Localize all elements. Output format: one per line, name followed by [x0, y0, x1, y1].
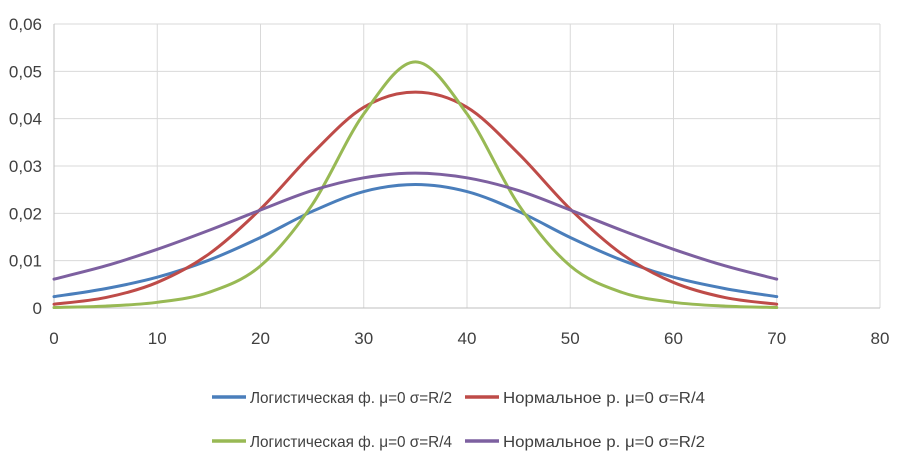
series-line-4: [52, 171, 779, 281]
grid-lines: [54, 23, 881, 308]
legend: Логистическая ф. μ=0 σ=R/2 Нормальное р. …: [212, 390, 705, 451]
series-layer: [52, 60, 779, 310]
x-tick-label: 20: [251, 329, 270, 348]
y-tick-label: 0,01: [9, 252, 42, 271]
legend-label-3: Логистическая ф. μ=0 σ=R/4: [250, 434, 452, 451]
x-tick-label: 50: [561, 329, 580, 348]
y-tick-label: 0,03: [9, 157, 42, 176]
y-tick-label: 0,04: [9, 110, 42, 129]
y-tick-label: 0,05: [9, 62, 42, 81]
x-tick-label: 70: [767, 329, 786, 348]
x-tick-label: 0: [49, 329, 58, 348]
x-tick-label: 80: [871, 329, 890, 348]
series-line-1: [52, 182, 779, 299]
axes: 0 10 20 30 40 50 60 70 80 0 0,01 0,02 0,03 0,04 0,05 0,…: [9, 15, 890, 348]
y-tick-label: 0,02: [9, 204, 42, 223]
x-tick-label: 40: [458, 329, 477, 348]
legend-label-4: Нормальное р. μ=0 σ=R/2: [503, 434, 705, 451]
legend-label-2: Нормальное р. μ=0 σ=R/4: [503, 390, 705, 407]
y-tick-label: 0: [33, 299, 42, 318]
legend-label-1: Логистическая ф. μ=0 σ=R/2: [250, 390, 452, 407]
y-tick-label: 0,06: [9, 15, 42, 34]
x-tick-label: 60: [664, 329, 683, 348]
x-tick-label: 10: [148, 329, 167, 348]
series-line-3: [52, 60, 779, 310]
series-line-2: [52, 90, 779, 306]
x-tick-label: 30: [354, 329, 373, 348]
